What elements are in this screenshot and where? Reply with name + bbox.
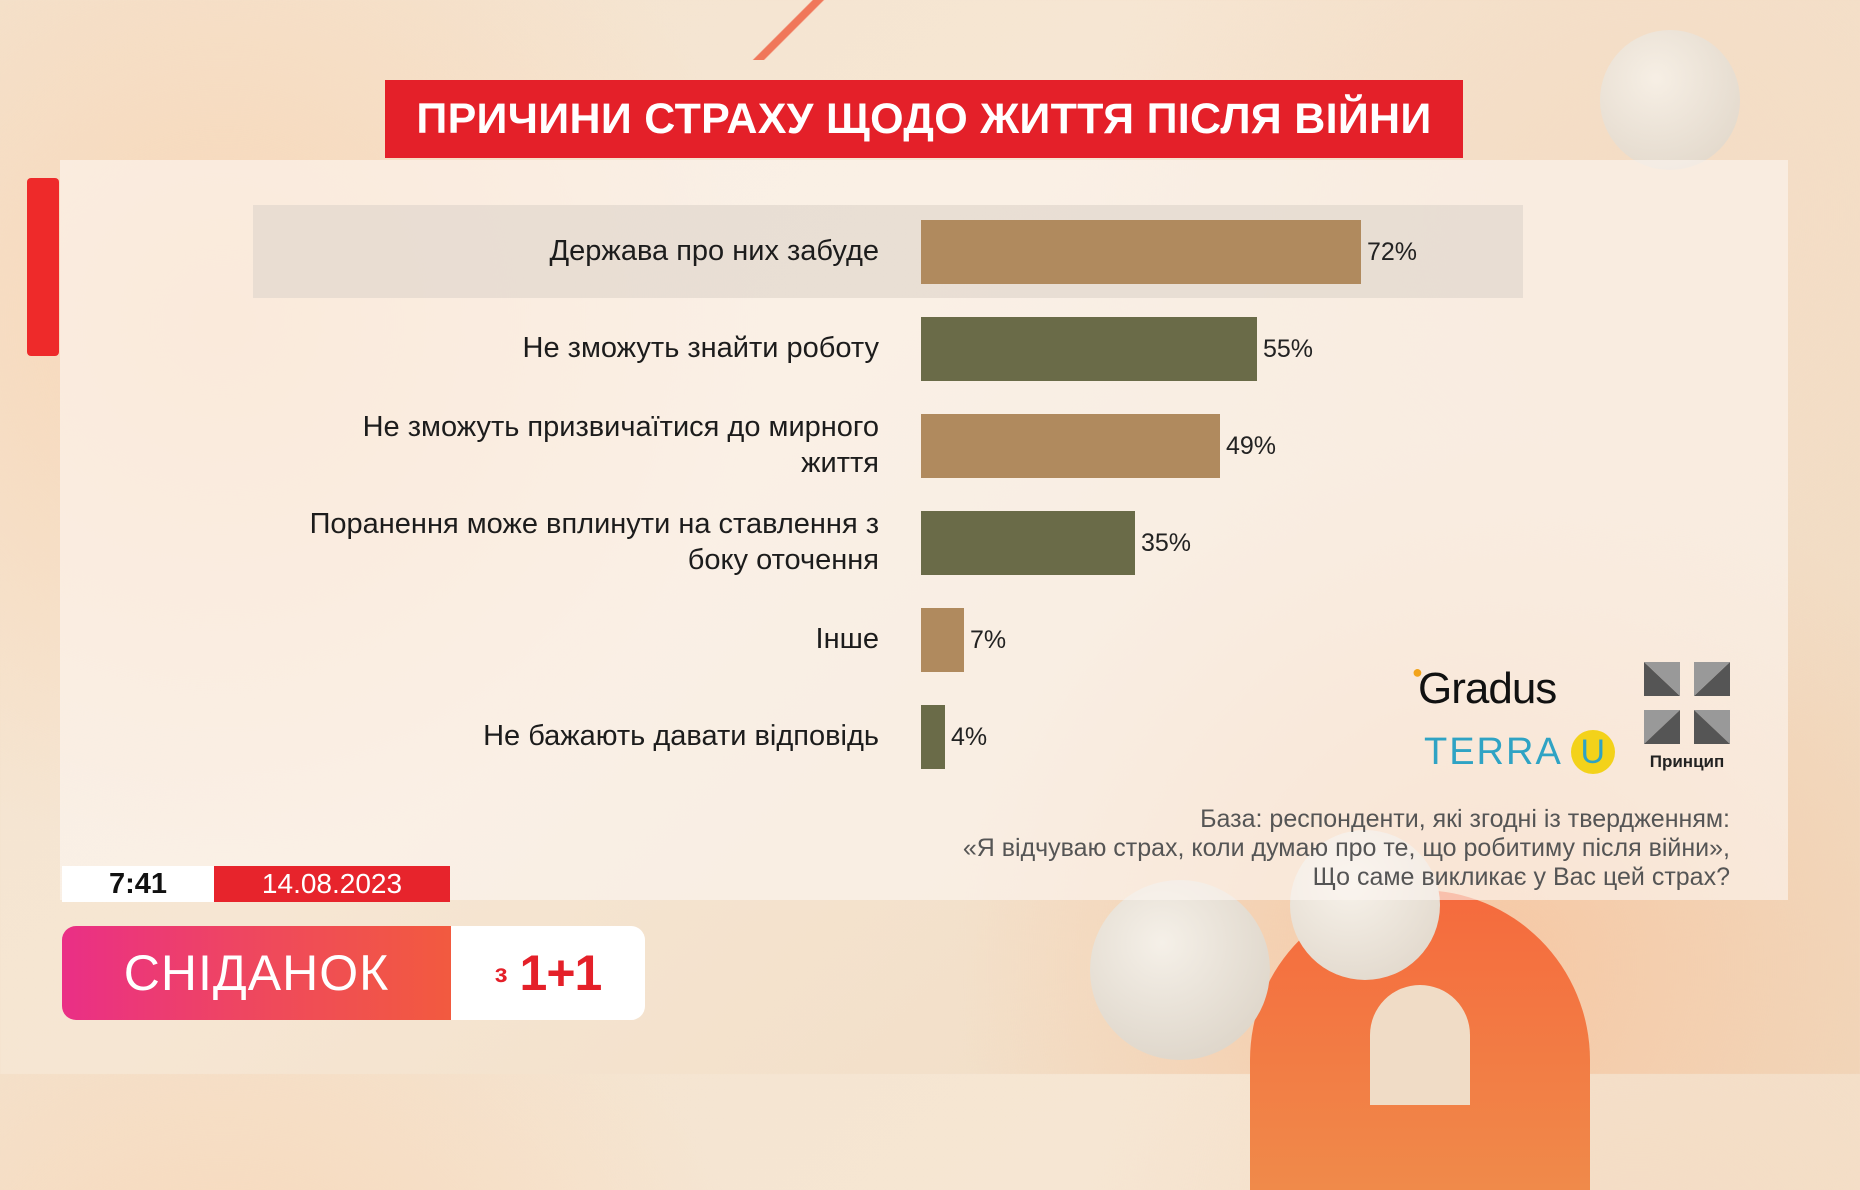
pryntsyp-caption: Принцип: [1649, 752, 1725, 771]
data-label: 49%: [1226, 432, 1277, 460]
chart-row: Не зможуть знайти роботу 55%: [0, 303, 1860, 393]
chart-row: Не бажають давати відповідь 4%: [0, 691, 1860, 781]
category-label-line: Не зможуть знайти роботу: [522, 332, 879, 364]
bar: [921, 511, 1135, 575]
base-note: База: респонденти, які згодні із твердже…: [830, 805, 1730, 892]
pryntsyp-logo: Принцип: [1644, 662, 1730, 772]
show-logo: СНІДАНОК: [62, 926, 451, 1020]
date-badge: 14.08.2023: [214, 866, 450, 902]
category-label-line: Не бажають давати відповідь: [483, 720, 879, 752]
category-label-line: Не зможуть призвичаїтися до мирного: [362, 411, 879, 443]
base-note-line: База: респонденти, які згодні із твердже…: [1200, 805, 1730, 833]
category-label: Не зможуть призвичаїтися до мирного життя: [239, 400, 879, 490]
category-label: Не бажають давати відповідь: [239, 691, 879, 781]
bar: [921, 414, 1220, 478]
category-label: Поранення може вплинути на ставлення з бо…: [239, 497, 879, 587]
channel-prefix: з: [494, 957, 508, 988]
pryntsyp-tile-icon: [1644, 662, 1680, 696]
decor-arch: [1250, 890, 1590, 1190]
clock: 7:41: [62, 866, 214, 902]
terra-logo: TERRA U: [1424, 730, 1615, 774]
data-label: 35%: [1141, 529, 1192, 557]
gradus-dot-icon: ●: [1412, 662, 1423, 682]
category-label-line: Інше: [815, 623, 879, 655]
category-label: Держава про них забуде: [239, 206, 879, 296]
category-label-line: боку оточення: [687, 544, 879, 576]
chart-title: ПРИЧИНИ СТРАХУ ЩОДО ЖИТТЯ ПІСЛЯ ВІЙНИ: [416, 94, 1432, 143]
chart-row: Держава про них забуде 72%: [0, 206, 1860, 296]
chart-title-bar: ПРИЧИНИ СТРАХУ ЩОДО ЖИТТЯ ПІСЛЯ ВІЙНИ: [385, 80, 1463, 158]
chart-row: Не зможуть призвичаїтися до мирного життя…: [0, 400, 1860, 490]
pryntsyp-tile-icon: [1694, 710, 1730, 744]
pryntsyp-tile-icon: [1694, 662, 1730, 696]
category-label-line: Поранення може вплинути на ставлення з: [309, 508, 879, 540]
bar: [921, 220, 1361, 284]
chart-row: Інше 7%: [0, 594, 1860, 684]
bar: [921, 705, 945, 769]
show-name: СНІДАНОК: [123, 945, 390, 1001]
data-label: 4%: [951, 723, 988, 751]
bar: [921, 317, 1257, 381]
chart-row: Поранення може вплинути на ставлення з бо…: [0, 497, 1860, 587]
data-label: 55%: [1263, 335, 1314, 363]
gradus-logo-text: Gradus: [1418, 664, 1557, 713]
category-label: Інше: [239, 594, 879, 684]
decor-arch-hole: [1370, 985, 1470, 1105]
terra-logo-text: TERRA: [1424, 730, 1563, 773]
base-note-line: Що саме викликає у Вас цей страх?: [1312, 863, 1730, 891]
pryntsyp-tile-icon: [1644, 710, 1680, 744]
decor-sphere: [1090, 880, 1270, 1060]
gradus-logo: ● Gradus: [1412, 662, 1557, 714]
channel-logo: з 1+1: [451, 926, 645, 1020]
terra-u-icon: U: [1570, 730, 1615, 774]
bar: [921, 608, 964, 672]
decor-sphere: [1600, 30, 1740, 170]
data-label: 7%: [970, 626, 1007, 654]
category-label-line: Держава про них забуде: [549, 235, 879, 267]
base-note-line: «Я відчуваю страх, коли думаю про те, що…: [962, 834, 1730, 862]
category-label: Не зможуть знайти роботу: [239, 303, 879, 393]
decor-stripe: [740, 0, 840, 60]
channel-name: 1+1: [519, 945, 603, 1001]
data-label: 72%: [1367, 238, 1418, 266]
category-label-line: життя: [801, 447, 879, 479]
